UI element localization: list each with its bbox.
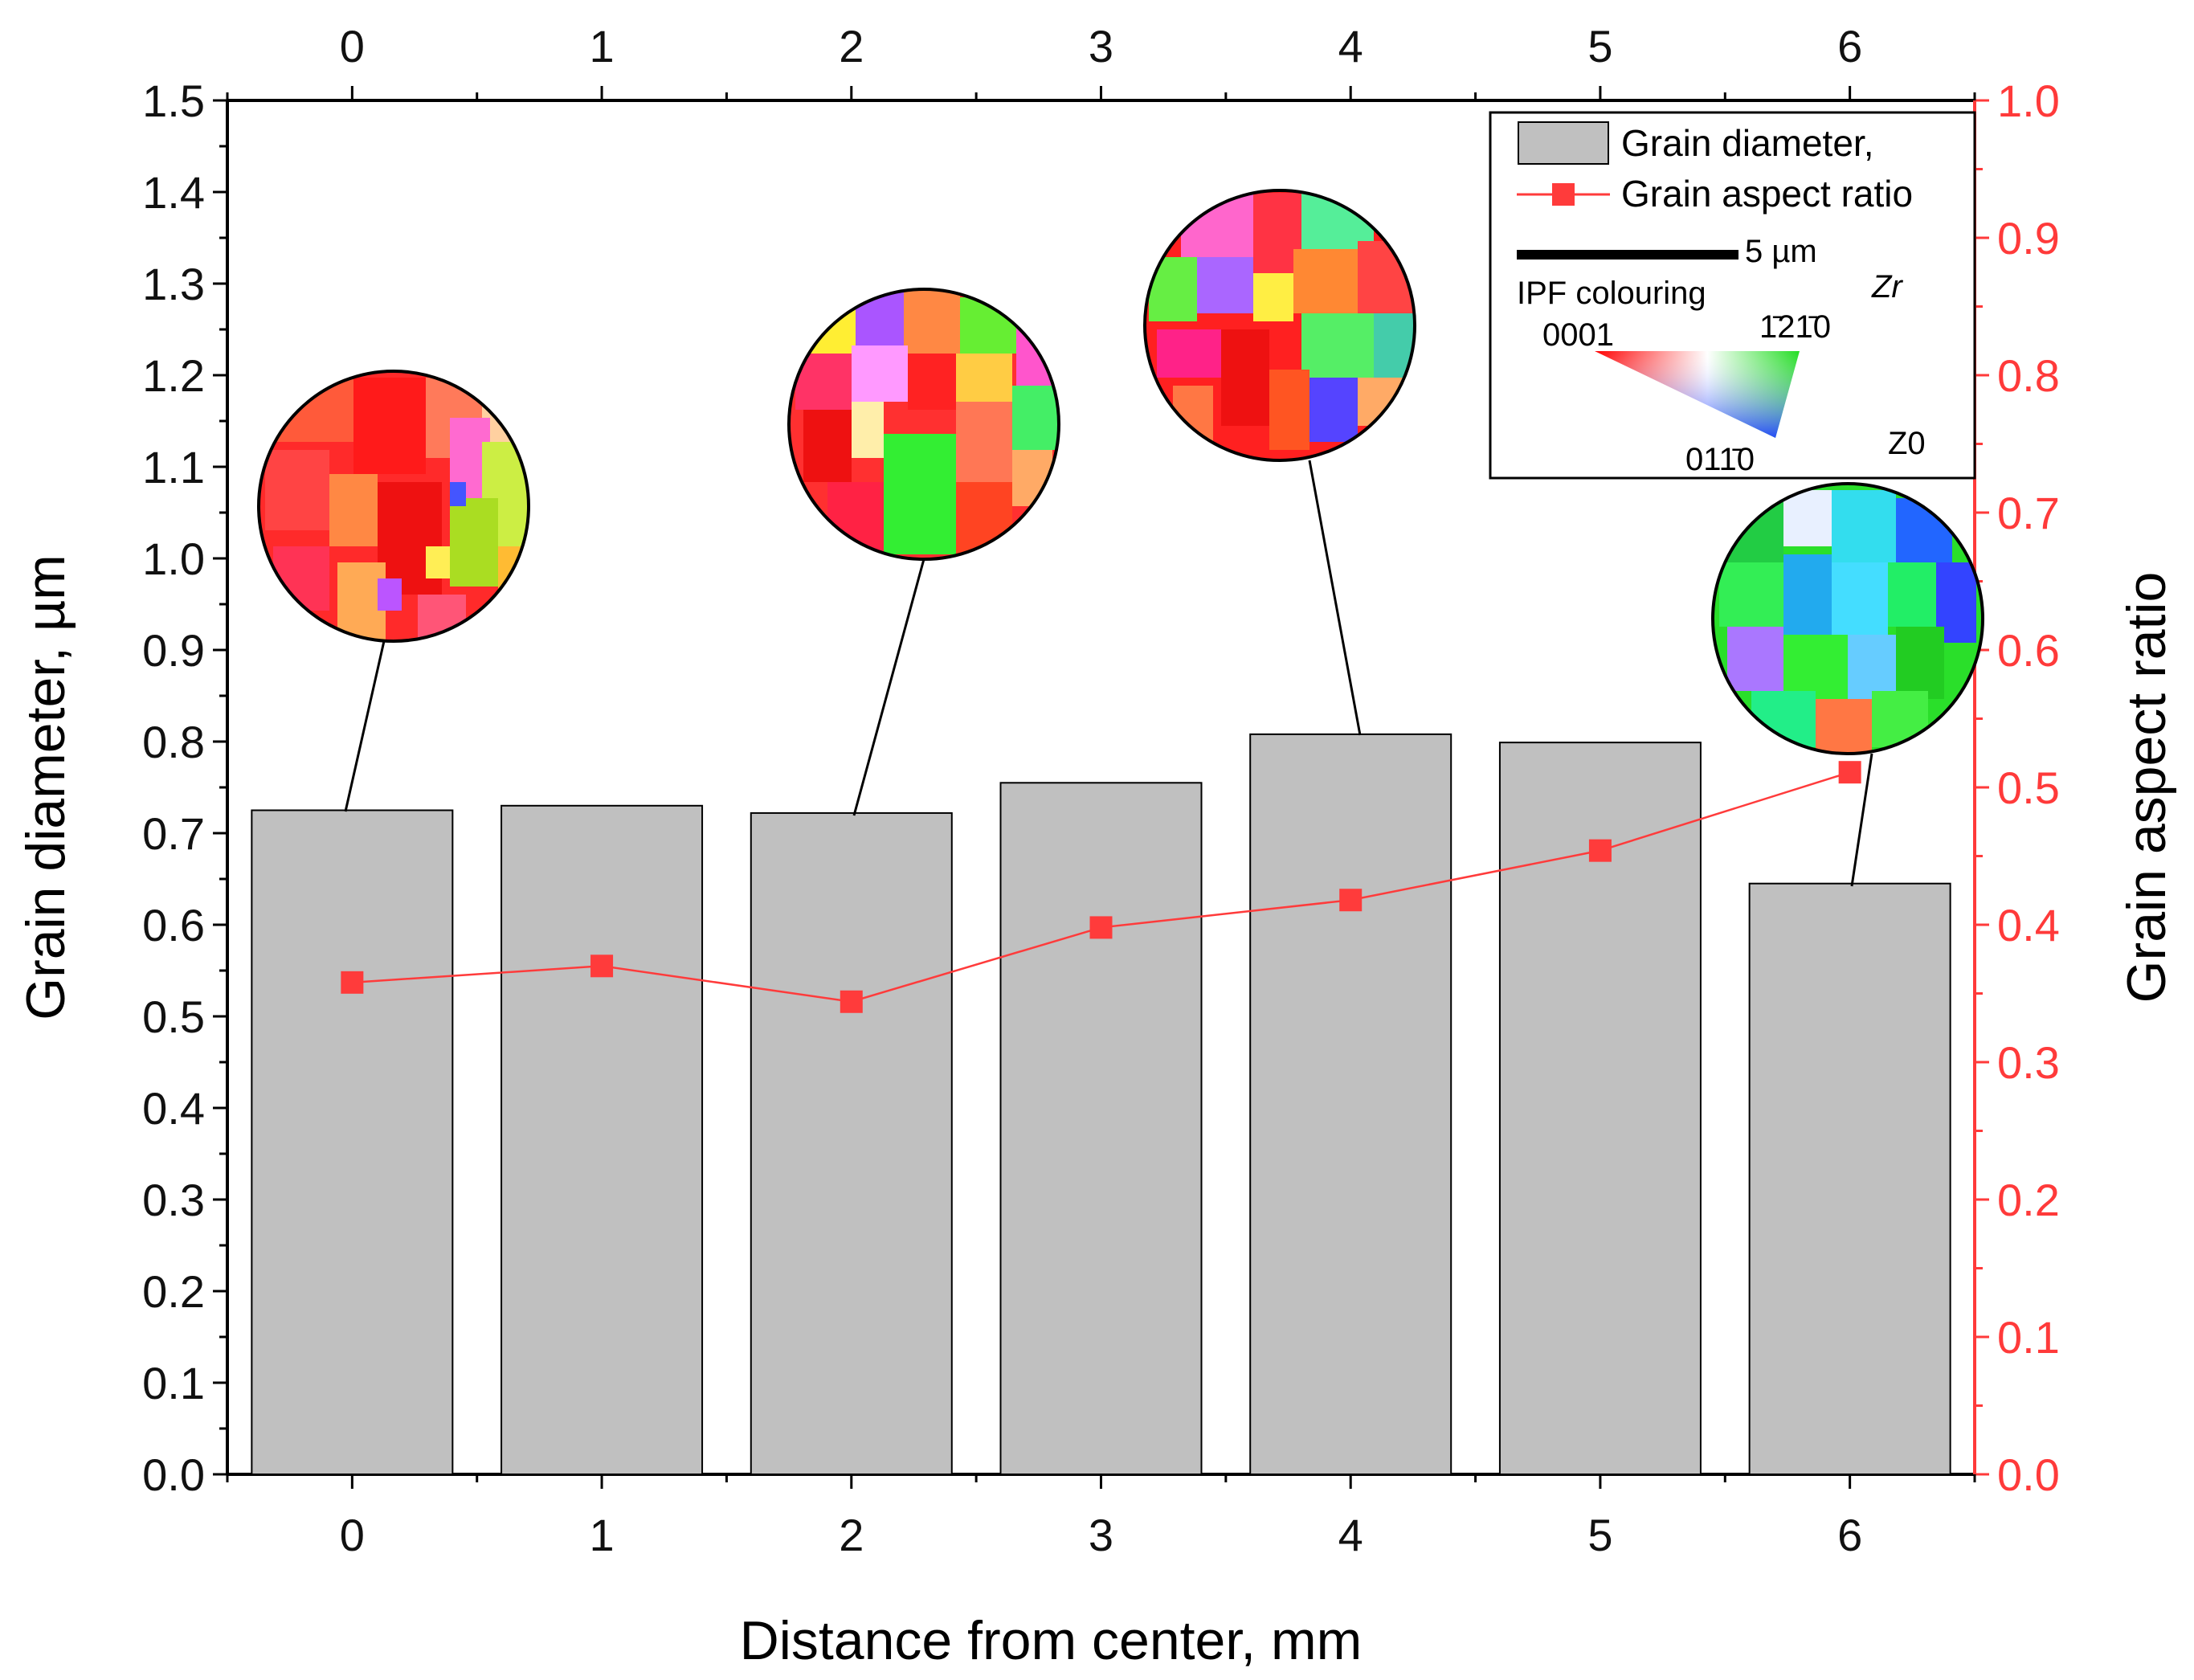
leader-2mm — [852, 558, 925, 816]
aspect-ratio-point-4 — [1339, 889, 1363, 912]
ipf-triangle — [1595, 351, 1800, 438]
legend-bar-swatch — [1518, 121, 1609, 165]
bar-grain-diameter-3 — [999, 782, 1203, 1475]
aspect-ratio-point-2 — [840, 990, 863, 1013]
ebsd-map-6mm — [1713, 484, 1983, 754]
x-tick-label: 0 — [340, 1510, 365, 1560]
inset-leader-lines — [344, 460, 1873, 887]
grain-aspect-ratio-series — [341, 761, 1861, 1013]
left-y-tick-label: 0.5 — [142, 991, 205, 1042]
ipf-label: IPF colouring — [1517, 276, 1706, 311]
scale-bar — [1517, 250, 1738, 260]
aspect-ratio-point-1 — [590, 954, 614, 978]
left-y-tick-label: 0.7 — [142, 808, 205, 859]
ebsd-map-0mm — [259, 371, 529, 641]
left-y-tick-label: 1.4 — [142, 167, 205, 218]
ebsd-map-0mm-border — [257, 370, 530, 643]
pole-1210-label: 1̄21̄0 — [1759, 309, 1831, 345]
right-y-tick-label: 1.0 — [1997, 76, 2060, 126]
right-y-tick-label: 0.4 — [1997, 900, 2060, 950]
legend-label-aspect: Grain aspect ratio — [1621, 173, 1913, 215]
legend-label-diameter: Grain diameter, — [1621, 122, 1873, 164]
leader-0mm — [344, 640, 386, 812]
right-y-tick-label: 0.5 — [1997, 762, 2060, 813]
right-y-tick-label: 0.8 — [1997, 350, 2060, 401]
scale-bar-label: 5 µm — [1745, 234, 1817, 269]
top-x-tick-label: 3 — [1089, 21, 1113, 72]
left-y-axis-title: Grain diameter, µm — [15, 554, 76, 1020]
left-y-tick-label: 0.4 — [142, 1083, 205, 1134]
aspect-ratio-point-3 — [1089, 916, 1113, 939]
left-y-tick-label: 0.2 — [142, 1266, 205, 1317]
right-y-tick-label: 0.6 — [1997, 625, 2060, 676]
top-x-tick-label: 1 — [589, 21, 614, 72]
left-y-tick-label: 1.1 — [142, 442, 205, 493]
bar-grain-diameter-0 — [251, 809, 454, 1475]
left-y-tick-label: 0.1 — [142, 1358, 205, 1408]
bar-grain-diameter-2 — [750, 811, 953, 1475]
leader-4mm — [1308, 460, 1362, 736]
left-y-tick-label: 0.3 — [142, 1175, 205, 1225]
legend-marker-swatch — [1552, 183, 1575, 206]
ebsd-map-4mm — [1145, 190, 1415, 460]
top-x-tick-label: 0 — [340, 21, 365, 72]
right-y-axis-title: Grain aspect ratio — [2116, 572, 2177, 1004]
x-tick-label: 4 — [1338, 1510, 1363, 1560]
x-tick-label: 2 — [839, 1510, 864, 1560]
x-tick-label: 3 — [1089, 1510, 1113, 1560]
left-y-tick-label: 0.0 — [142, 1449, 205, 1500]
pole-0110-label: 011̄0 — [1685, 442, 1755, 477]
pole-0001-label: 0001 — [1542, 317, 1614, 353]
left-y-axis: 0.0 0.1 0.2 0.3 0.4 0.5 0.6 0.7 0.8 0.9 1.0 1.1 1.2 1… — [142, 76, 227, 1500]
direction-label: Z0 — [1888, 426, 1926, 461]
left-y-tick-label: 1.0 — [142, 533, 205, 584]
leader-6mm — [1850, 753, 1873, 887]
x-axis-title: Distance from center, mm — [740, 1610, 1363, 1671]
left-y-tick-label: 1.3 — [142, 259, 205, 309]
left-y-tick-label: 0.9 — [142, 625, 205, 676]
aspect-ratio-point-5 — [1588, 839, 1612, 862]
right-y-tick-label: 0.3 — [1997, 1037, 2060, 1088]
aspect-ratio-point-6 — [1838, 761, 1861, 784]
top-x-tick-label: 4 — [1338, 21, 1363, 72]
ebsd-map-6mm-border — [1711, 482, 1984, 755]
left-y-tick-label: 0.8 — [142, 717, 205, 767]
phase-label: Zr — [1871, 269, 1903, 305]
x-tick-label: 1 — [589, 1510, 614, 1560]
legend: Grain diameter, Grain aspect ratio 5 µm … — [1489, 111, 1976, 480]
left-y-tick-label: 0.6 — [142, 900, 205, 950]
bar-grain-diameter-4 — [1249, 733, 1452, 1475]
ebsd-map-4mm-border — [1143, 189, 1416, 462]
right-y-tick-label: 0.1 — [1997, 1312, 2060, 1363]
x-tick-label: 5 — [1587, 1510, 1612, 1560]
top-x-tick-label: 6 — [1837, 21, 1862, 72]
bottom-x-axis: 0 1 2 3 4 5 6 — [226, 1474, 1976, 1560]
grain-diameter-bars — [251, 733, 1951, 1475]
bar-grain-diameter-6 — [1748, 882, 1951, 1475]
bar-grain-diameter-1 — [500, 804, 704, 1475]
x-tick-label: 6 — [1837, 1510, 1862, 1560]
right-y-tick-label: 0.7 — [1997, 488, 2060, 538]
top-x-tick-label: 5 — [1587, 21, 1612, 72]
top-x-tick-label: 2 — [839, 21, 864, 72]
left-y-tick-label: 1.5 — [142, 76, 205, 126]
aspect-ratio-point-0 — [341, 971, 364, 994]
right-y-axis: 0.0 0.1 0.2 0.3 0.4 0.5 0.6 0.7 0.8 0.9 1.0 — [1975, 76, 2060, 1500]
right-y-tick-label: 0.0 — [1997, 1449, 2060, 1500]
right-y-tick-label: 0.2 — [1997, 1175, 2060, 1225]
left-y-tick-label: 1.2 — [142, 350, 205, 401]
right-y-tick-label: 0.9 — [1997, 213, 2060, 264]
top-x-axis: 0 1 2 3 4 5 6 — [226, 21, 1976, 100]
